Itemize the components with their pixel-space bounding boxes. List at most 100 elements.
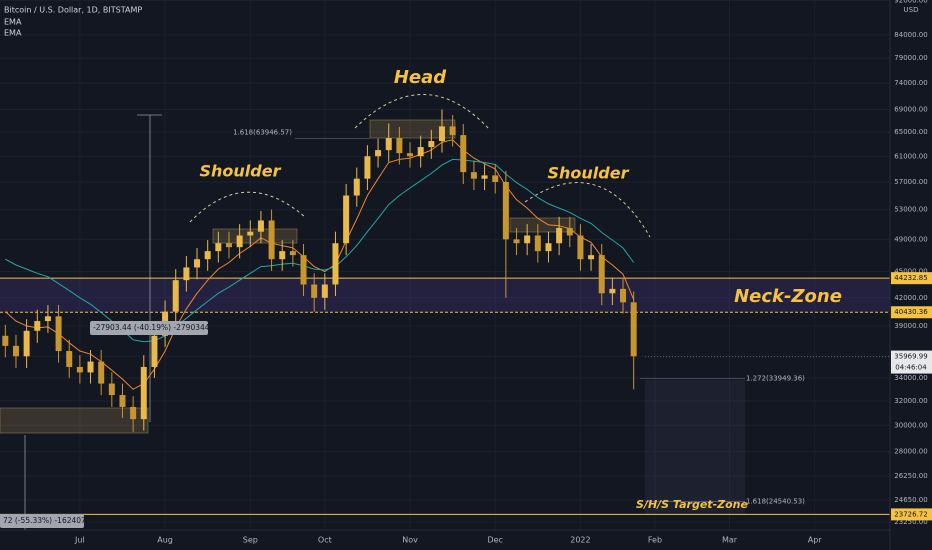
measure-label: 72 (-55.33%) -1624072 <box>3 516 91 525</box>
fib-label: 1.618(63946.57) <box>233 128 292 136</box>
candle-body <box>55 316 62 352</box>
candle-body <box>44 316 51 322</box>
axes: 92000.00 84000.00 79000.00 74000.00 69000.00… <box>74 0 932 545</box>
price-line-label: 23726.72 <box>894 510 927 518</box>
y-tick-label: 79000.00 <box>894 54 927 62</box>
fib-label: 1.272(33949.36) <box>746 375 805 383</box>
candle-body <box>108 383 115 396</box>
pattern-annotation: S/H/S Target-Zone <box>636 498 748 511</box>
last-price-label: 35969.99 <box>894 353 927 361</box>
y-tick-label: 92000.00 <box>894 0 927 4</box>
candle-body <box>12 345 19 357</box>
candle-body <box>247 231 254 236</box>
candle-body <box>364 156 371 179</box>
y-tick-label: 84000.00 <box>894 31 927 39</box>
y-tick-label: 61000.00 <box>894 152 927 160</box>
candle-body <box>183 267 190 281</box>
price-line-label-badge <box>891 272 932 285</box>
ema-line <box>5 158 635 343</box>
candle-body <box>268 220 275 260</box>
candle-body <box>577 235 584 260</box>
candle-body <box>289 251 296 256</box>
pattern-annotation: Shoulder <box>548 164 630 183</box>
candle-body <box>321 284 328 298</box>
pattern-annotation: Shoulder <box>200 162 282 181</box>
shoulder-arc <box>354 94 491 131</box>
candle-body <box>556 227 563 244</box>
y-tick-label: 23250.00 <box>894 518 927 526</box>
last-price-label-badge <box>891 350 932 363</box>
candle-body <box>257 220 264 232</box>
candle-body <box>375 150 382 157</box>
candle-body <box>588 255 595 260</box>
neck-zone <box>0 278 890 313</box>
symbol-title: Bitcoin / U.S. Dollar, 1D, BITSTAMP <box>4 6 142 15</box>
y-tick-label: 26250.00 <box>894 472 927 480</box>
y-tick-label: 30000.00 <box>894 421 927 429</box>
candle-body <box>385 138 392 151</box>
candle-body <box>481 175 488 179</box>
price-line-label: 44232.85 <box>894 274 927 282</box>
candle-body <box>513 239 520 244</box>
x-tick-label: Dec <box>487 536 502 545</box>
y-tick-label: 39000.00 <box>894 322 927 330</box>
candle-body <box>428 141 435 148</box>
pattern-box <box>212 228 298 244</box>
candle-body <box>492 175 499 182</box>
candle-body <box>2 335 9 346</box>
price-line-label-badge <box>891 306 932 319</box>
y-tick-label: 42000.00 <box>894 294 927 302</box>
candle-body <box>66 351 73 367</box>
y-tick-label: 24650.00 <box>894 496 927 504</box>
candle-body <box>438 126 445 142</box>
candle-body <box>343 195 350 244</box>
y-tick-label: 74000.00 <box>894 79 927 87</box>
candle-body <box>598 255 605 294</box>
candle-body <box>34 321 41 331</box>
price-line-label-badge <box>891 508 932 521</box>
candle-body <box>534 235 541 252</box>
candle-body <box>130 406 137 420</box>
candle-body <box>236 235 243 248</box>
currency: USD <box>904 6 919 14</box>
y-tick-label: 69000.00 <box>894 106 927 114</box>
x-tick-label: 2022 <box>570 536 590 545</box>
candle-body <box>396 138 403 154</box>
x-tick-label: Apr <box>808 536 823 545</box>
candle-body <box>311 284 318 298</box>
candle-body <box>76 366 83 373</box>
candle-body <box>225 243 232 248</box>
fib-label: 1.618(24540.53) <box>746 498 805 506</box>
candle-body <box>524 235 531 244</box>
target-zone <box>645 380 745 515</box>
candle-body <box>566 227 573 236</box>
candle-body <box>172 280 179 312</box>
y-tick-label: 57000.00 <box>894 178 927 186</box>
grid <box>0 0 890 530</box>
candle-body <box>609 288 616 294</box>
shoulder-arc <box>524 182 651 238</box>
candle-body <box>417 147 424 157</box>
candle-body <box>119 395 126 407</box>
candle-body <box>98 361 105 384</box>
candle-body <box>502 181 509 240</box>
pattern-box <box>509 217 576 233</box>
candle-body <box>215 243 222 252</box>
candle-body <box>449 126 456 136</box>
candle-body <box>407 153 414 157</box>
countdown-label: 04:46:04 <box>895 364 927 372</box>
y-tick-label: 32000.00 <box>894 397 927 405</box>
candle-body <box>279 251 286 260</box>
x-tick-label: Aug <box>157 536 173 545</box>
measure-badge <box>90 321 208 335</box>
x-tick-label: Sep <box>243 536 258 545</box>
candle-body <box>194 259 201 268</box>
y-tick-label: 45000.00 <box>894 268 927 276</box>
candle-body <box>460 135 467 173</box>
y-tick-label: 49000.00 <box>894 235 927 243</box>
candle-body <box>204 251 211 260</box>
candle-body <box>87 361 94 373</box>
x-tick-label: Oct <box>318 536 332 545</box>
